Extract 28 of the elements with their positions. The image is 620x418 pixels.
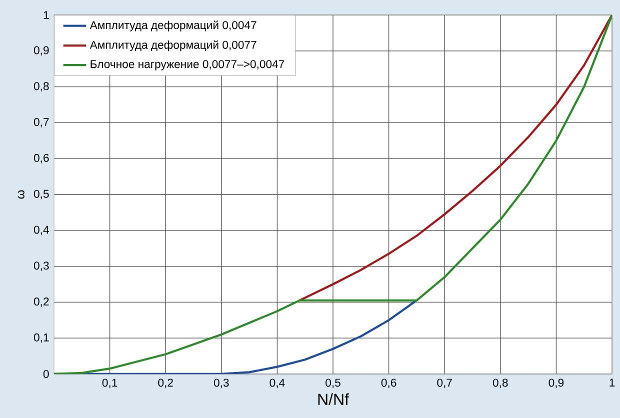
line-series xyxy=(54,15,612,374)
line-series xyxy=(298,15,612,302)
x-tick-label: 0,8 xyxy=(492,378,508,388)
x-tick-label: 0,3 xyxy=(214,378,229,388)
x-axis-title: N/Nf xyxy=(318,393,350,405)
y-tick-label: 0,8 xyxy=(34,82,49,92)
y-tick-label: 0,7 xyxy=(34,118,49,128)
x-tick-label: 0,2 xyxy=(158,378,173,388)
legend-label: Амплитуда деформаций 0,0077 xyxy=(90,40,256,52)
x-tick-label: 0,6 xyxy=(381,378,396,388)
y-tick-label: 1 xyxy=(44,11,49,19)
x-tick-label: 0,5 xyxy=(326,378,340,388)
x-tick-label: 0,7 xyxy=(437,378,452,388)
y-tick-label: 0 xyxy=(43,370,49,378)
x-tick-label: 0,9 xyxy=(548,378,564,388)
x-tick-label: 0,1 xyxy=(102,378,118,388)
y-tick-label: 0,3 xyxy=(34,262,49,271)
y-tick-label: 0,2 xyxy=(34,298,49,307)
y-tick-label: 0,6 xyxy=(34,154,49,164)
y-axis-title: ω xyxy=(18,190,24,199)
legend-label: Амплитуда деформаций 0,0047 xyxy=(90,20,256,32)
y-tick-label: 0,4 xyxy=(34,226,49,236)
y-tick-label: 0,9 xyxy=(34,46,49,56)
y-tick-label: 0,1 xyxy=(34,333,49,343)
y-tick-label: 0,5 xyxy=(34,190,49,200)
x-tick-label: 1 xyxy=(610,378,615,387)
x-tick-label: 0,4 xyxy=(270,378,285,388)
legend-label: Блочное нагружение 0,0077–>0,0047 xyxy=(90,60,284,70)
